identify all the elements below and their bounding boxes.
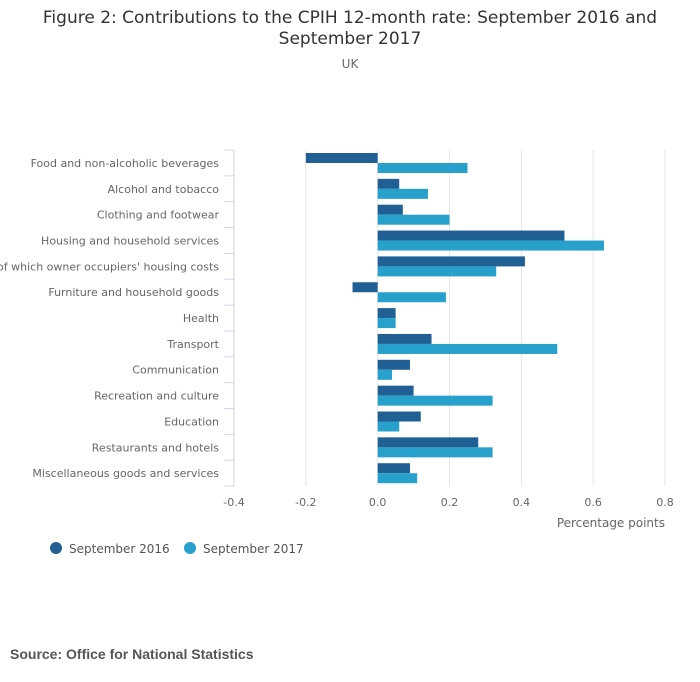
bar	[377, 395, 493, 406]
bar	[352, 282, 378, 293]
x-tick-label: 0.8	[656, 496, 674, 509]
bar	[377, 292, 446, 303]
category-label: Clothing and footwear	[97, 209, 220, 222]
legend-label: September 2016	[69, 542, 170, 556]
x-tick-label: 0.6	[584, 496, 602, 509]
x-tick-label: 0.4	[513, 496, 531, 509]
category-label: of which owner occupiers' housing costs	[0, 260, 219, 273]
x-tick-label: 0.0	[369, 496, 387, 509]
chart-title: Figure 2: Contributions to the CPIH 12-m…	[42, 8, 658, 49]
category-label: Communication	[132, 364, 219, 377]
bar	[377, 411, 421, 422]
legend-marker	[50, 542, 62, 554]
category-label: Furniture and household goods	[48, 286, 219, 299]
category-label: Alcohol and tobacco	[108, 183, 220, 196]
bar	[377, 230, 565, 241]
category-label: Housing and household services	[41, 234, 219, 247]
category-label: Recreation and culture	[94, 390, 219, 403]
bar	[377, 266, 497, 277]
x-tick-label: -0.2	[295, 496, 316, 509]
bar	[377, 437, 479, 448]
bar	[377, 385, 414, 396]
legend-marker	[184, 542, 196, 554]
bar	[377, 308, 396, 319]
bar	[305, 153, 378, 163]
bar	[377, 333, 432, 344]
chart-subtitle: UK	[341, 57, 359, 71]
bar	[377, 188, 428, 199]
bar	[377, 318, 396, 329]
bar	[377, 369, 393, 380]
bar	[377, 163, 468, 173]
bar	[377, 463, 410, 474]
category-label: Education	[164, 415, 219, 428]
legend-label: September 2017	[203, 542, 304, 556]
category-label: Health	[183, 312, 219, 325]
bar	[377, 447, 493, 458]
x-tick-label: -0.4	[223, 496, 244, 509]
x-tick-label: 0.2	[441, 496, 459, 509]
category-label: Miscellaneous goods and services	[32, 467, 219, 480]
bar	[377, 359, 410, 370]
bar	[377, 178, 400, 189]
bar	[377, 204, 403, 215]
bar	[377, 256, 525, 267]
bar	[377, 473, 418, 484]
bar	[377, 421, 400, 432]
bar	[377, 214, 450, 225]
source-note: Source: Office for National Statistics	[10, 646, 254, 662]
x-axis-title: Percentage points	[557, 516, 665, 530]
bar	[377, 240, 604, 251]
category-label: Transport	[166, 338, 219, 351]
bar	[377, 343, 558, 354]
category-label: Restaurants and hotels	[92, 441, 219, 454]
bar-chart: -0.4 -0.2 0.0 0.2 0.4 0.6 0.8 Food and non-alco…	[0, 149, 674, 556]
category-label: Food and non-alcoholic beverages	[31, 157, 220, 170]
